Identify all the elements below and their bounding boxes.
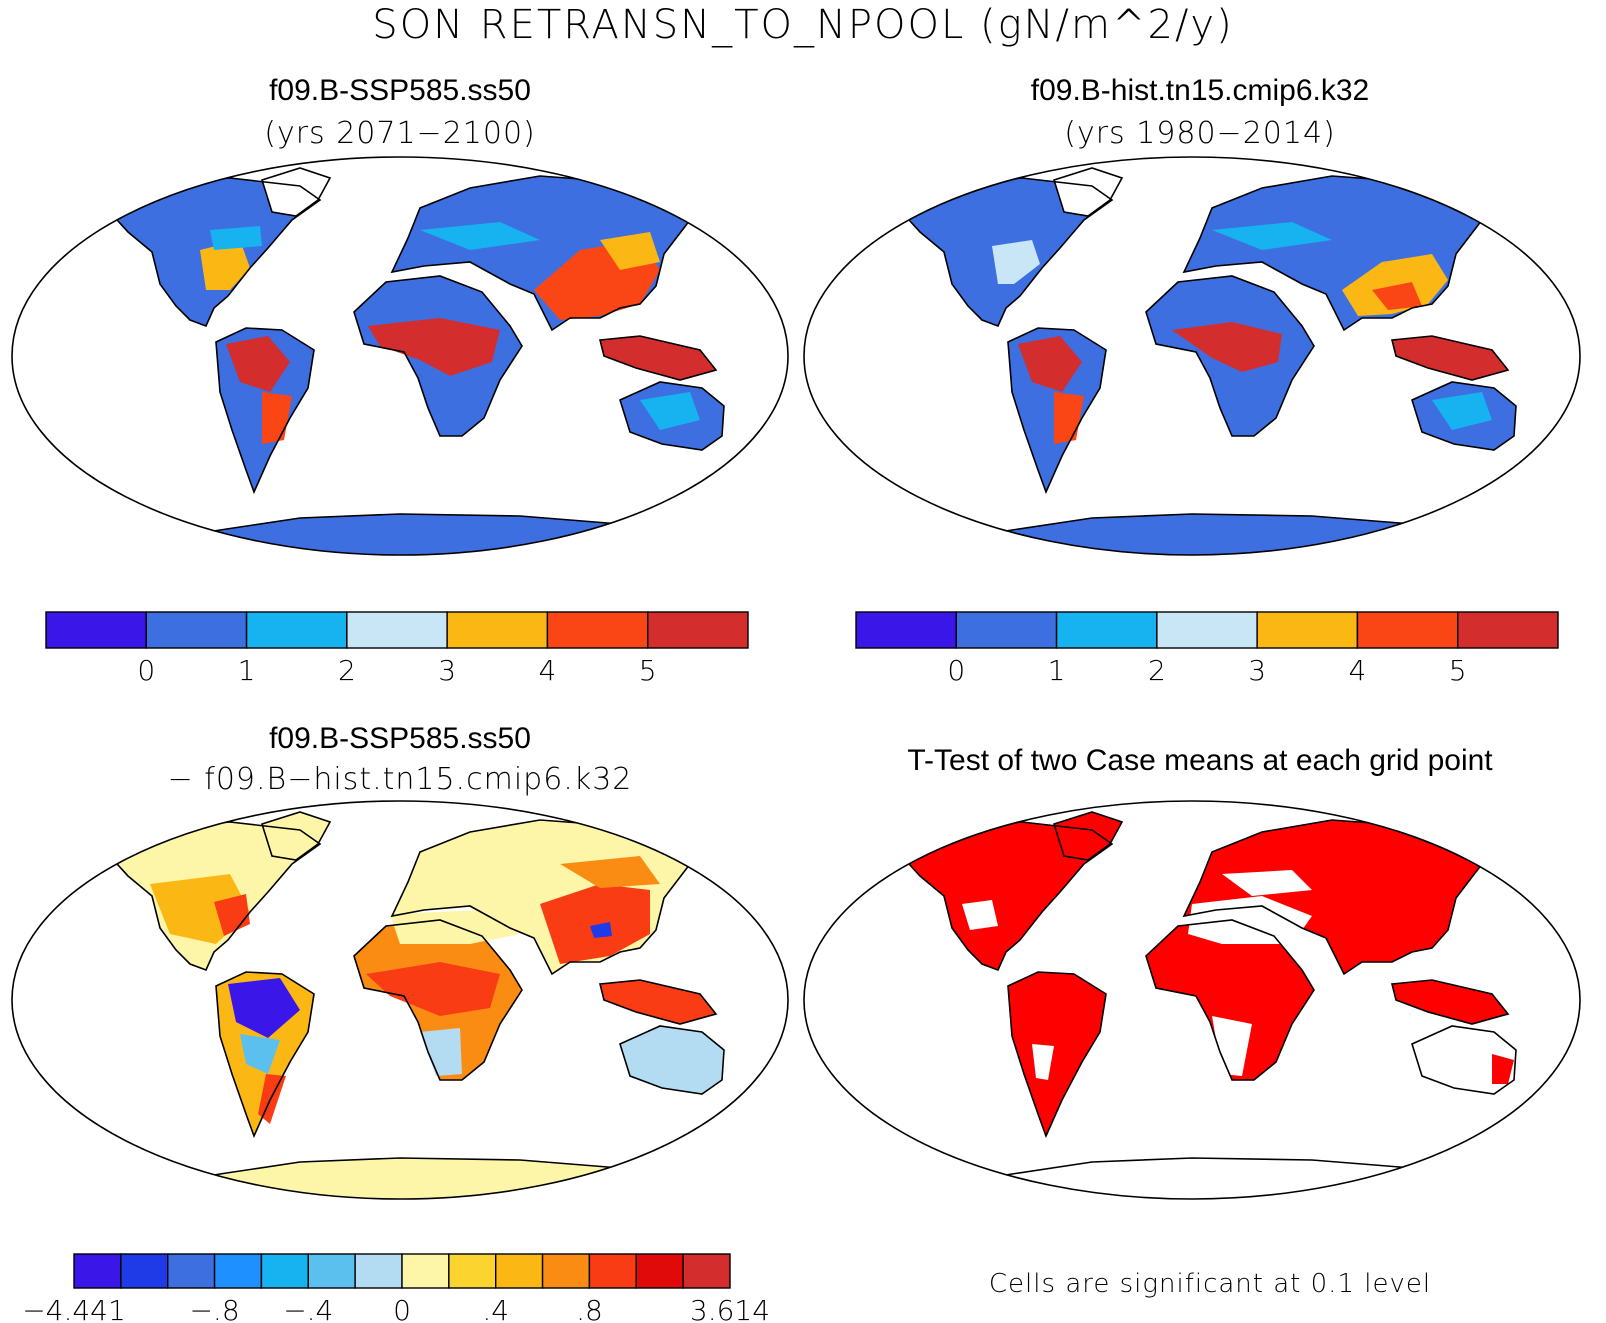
colorbar-box: [855, 611, 957, 649]
colorbar-box: [446, 611, 549, 649]
colorbar-tick-label: 0: [393, 1294, 411, 1323]
colorbar-box: [541, 1253, 591, 1289]
colorbar-box: [260, 1253, 309, 1289]
colorbar-tick-label: 0: [137, 654, 155, 687]
colorbar-ssp585: 0 1 2 3 4 5: [45, 611, 749, 687]
colorbar-tick-label: −.8: [189, 1294, 239, 1323]
colorbar-box: [307, 1253, 356, 1289]
colorbar-tick-label: 3.614: [690, 1294, 770, 1323]
colorbar-box: [120, 1253, 169, 1289]
colorbar-tick-label: 1: [238, 654, 256, 687]
colorbar-tick-label: 4: [539, 654, 557, 687]
colorbar-box: [682, 1253, 731, 1289]
colorbar-box: [45, 611, 147, 649]
colorbar-hist: 0 1 2 3 4 5: [855, 611, 1559, 687]
panel-1-case-name: f09.B-SSP585.ss50: [269, 74, 531, 107]
colorbar-tick-label: 3: [1248, 654, 1266, 687]
colorbar-box: [1256, 611, 1359, 649]
colorbar-box: [588, 1253, 637, 1289]
colorbar-box: [145, 611, 248, 649]
colorbar-box: [346, 611, 448, 649]
colorbar-tick-label: .8: [576, 1294, 603, 1323]
colorbar-box: [1457, 611, 1559, 649]
colorbar-tick-label: −4.441: [22, 1294, 126, 1323]
panel-1-years: (yrs 2071−2100): [264, 116, 536, 151]
colorbar-box: [1055, 611, 1158, 649]
colorbar-box: [546, 611, 649, 649]
colorbar-difference: −4.441 −.8 −.4 0 .4 .8 3.614: [22, 1253, 770, 1323]
panel-3-difference-label: − f09.B−hist.tn15.cmip6.k32: [167, 762, 633, 797]
colorbar-tick-label: −.4: [283, 1294, 333, 1323]
colorbar-box: [401, 1253, 450, 1289]
panel-3-case-name: f09.B-SSP585.ss50: [269, 722, 531, 755]
panel-2-years: (yrs 1980−2014): [1064, 116, 1336, 151]
significance-note: Cells are significant at 0.1 level: [989, 1269, 1431, 1299]
map-panel-ttest: [803, 800, 1581, 1200]
colorbar-tick-label: 3: [438, 654, 456, 687]
colorbar-tick-label: 0: [947, 654, 965, 687]
colorbar-box: [1356, 611, 1459, 649]
colorbar-box: [213, 1253, 263, 1289]
colorbar-box: [955, 611, 1058, 649]
panel-2-case-name: f09.B-hist.tn15.cmip6.k32: [1030, 74, 1370, 107]
map-panel-difference: [11, 800, 789, 1200]
panel-4-title: T-Test of two Case means at each grid po…: [907, 744, 1493, 777]
colorbar-tick-label: 2: [1148, 654, 1166, 687]
colorbar-tick-label: 4: [1349, 654, 1367, 687]
colorbar-box: [448, 1253, 497, 1289]
map-panel-hist: [803, 156, 1581, 556]
colorbar-box: [73, 1253, 122, 1289]
colorbar-tick-label: 5: [639, 654, 657, 687]
colorbar-box: [1156, 611, 1258, 649]
colorbar-tick-label: .4: [482, 1294, 509, 1323]
colorbar-box: [245, 611, 348, 649]
colorbar-box: [167, 1253, 216, 1289]
map-panel-ssp585: [11, 156, 789, 556]
colorbar-box: [495, 1253, 544, 1289]
colorbar-box: [647, 611, 749, 649]
colorbar-box: [354, 1253, 403, 1289]
figure-title: SON RETRANSN_TO_NPOOL (gN/m^2/y): [372, 2, 1234, 48]
colorbar-tick-label: 5: [1449, 654, 1467, 687]
colorbar-box: [635, 1253, 684, 1289]
colorbar-tick-label: 1: [1048, 654, 1066, 687]
colorbar-tick-label: 2: [338, 654, 356, 687]
